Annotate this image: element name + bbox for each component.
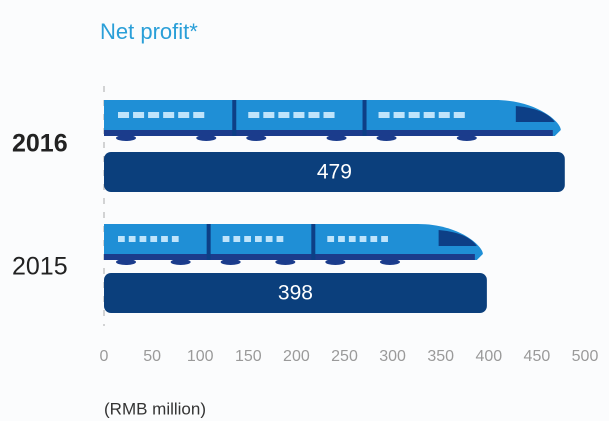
wheel [376,135,397,141]
wheel [220,259,241,265]
wheel [379,259,400,265]
window [438,112,450,118]
car-gap [232,100,237,136]
window [359,236,367,242]
window [148,112,160,118]
window [308,112,320,118]
x-axis-label: (RMB million) [104,399,206,418]
window [423,112,435,118]
window [293,112,305,118]
x-tick-label: 150 [235,348,262,365]
window [163,112,175,118]
window [370,236,378,242]
bar [104,273,487,313]
window [348,236,356,242]
x-tick-label: 200 [283,348,310,365]
window [263,112,275,118]
x-tick-label: 100 [187,348,214,365]
window [378,112,390,118]
train-stripe [104,130,553,136]
window [276,236,284,242]
category-label: 2016 [12,130,68,158]
window [244,236,251,242]
window [393,112,405,118]
window [381,236,388,242]
wheel [275,259,296,265]
wheel [456,135,477,141]
window [133,112,145,118]
x-tick-label: 350 [427,348,454,365]
window [118,112,130,118]
x-tick-label: 500 [572,348,599,365]
x-tick-label: 50 [143,348,161,365]
window [408,112,420,118]
window [453,112,465,118]
wheel [246,135,267,141]
wheel [325,259,346,265]
wheel [170,259,191,265]
car-gap [206,224,211,260]
window [278,112,290,118]
window [338,236,345,242]
x-tick-label: 450 [524,348,551,365]
window [193,112,205,118]
window [327,236,335,242]
windshield [515,106,555,122]
chart-title: Net profit* [100,19,198,44]
window [139,236,147,242]
window [128,236,136,242]
x-tick-label: 0 [100,348,109,365]
window [233,236,241,242]
value-label: 479 [317,161,352,184]
window [150,236,158,242]
x-tick-label: 300 [379,348,406,365]
x-tick-label: 400 [475,348,502,365]
train [104,100,561,141]
window [254,236,262,242]
window [161,236,168,242]
window [265,236,273,242]
category-label: 2015 [12,253,68,281]
train-stripe [104,254,475,260]
wheel [326,135,347,141]
bar [104,152,565,192]
train-body [104,224,483,260]
car-gap [311,224,316,260]
windshield [438,230,477,246]
wheel [196,135,217,141]
train [104,224,483,265]
x-tick-label: 250 [331,348,358,365]
window [323,112,335,118]
window [248,112,260,118]
car-gap [362,100,367,136]
window [171,236,179,242]
window [222,236,230,242]
wheel [116,259,136,265]
window [118,236,125,242]
wheel [116,135,136,141]
window [178,112,190,118]
value-label: 398 [278,282,313,305]
